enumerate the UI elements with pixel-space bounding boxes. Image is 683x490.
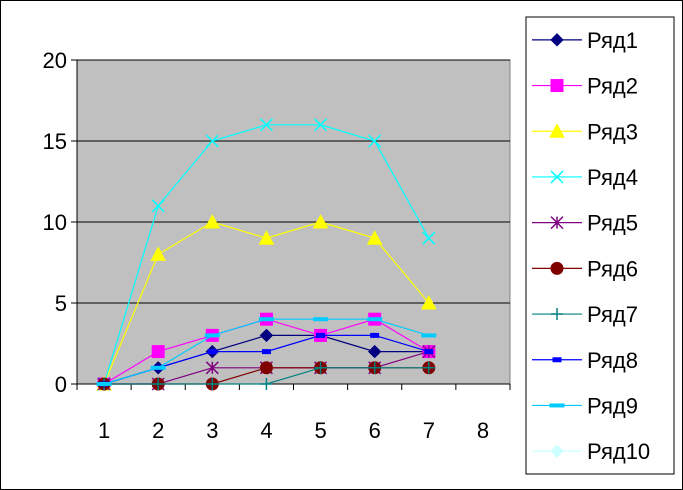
data-point — [258, 230, 275, 245]
legend-item: Ряд7 — [532, 302, 638, 327]
legend: Ряд1 Ряд2 Ряд3 Ряд4 Ряд5 Ряд6 Ряд7 Ряд8 Ряд9 Ряд1… — [525, 16, 675, 475]
legend-label: Ряд3 — [587, 119, 638, 144]
data-point — [259, 361, 273, 375]
data-point — [367, 344, 382, 359]
legend-label: Ряд4 — [587, 165, 638, 190]
legend-marker — [550, 33, 564, 47]
data-point — [368, 361, 381, 374]
x-tick-label: 4 — [260, 418, 272, 443]
legend-label: Ряд1 — [587, 28, 638, 53]
data-point — [312, 213, 329, 229]
legend-item: Ряд2 — [532, 74, 638, 99]
data-point — [204, 213, 221, 229]
x-tick-label: 8 — [477, 418, 489, 443]
data-point — [367, 317, 383, 322]
data-point — [421, 333, 437, 338]
y-tick-label: 15 — [43, 129, 67, 154]
series-7 — [98, 361, 435, 390]
data-point — [150, 246, 167, 261]
data-point — [259, 328, 274, 343]
series-4 — [97, 118, 436, 391]
legend-item: Ряд5 — [532, 211, 638, 236]
legend-item: Ряд1 — [532, 28, 638, 53]
data-point — [152, 378, 165, 390]
data-point — [422, 231, 436, 245]
x-tick-label: 2 — [152, 418, 164, 443]
x-tick-label: 6 — [369, 418, 381, 443]
data-point — [314, 361, 327, 374]
legend-label: Ряд5 — [587, 211, 638, 236]
legend-label: Ряд10 — [587, 439, 650, 464]
data-point — [96, 382, 112, 386]
series-layer — [96, 118, 437, 391]
data-point — [151, 345, 165, 359]
y-tick-label: 0 — [55, 372, 67, 397]
legend-label: Ряд8 — [587, 348, 638, 373]
data-point — [260, 378, 273, 390]
legend-item: Ряд10 — [532, 439, 650, 464]
data-point — [316, 332, 326, 338]
x-tick-label: 3 — [206, 418, 218, 443]
legend-label: Ряд7 — [587, 302, 638, 327]
data-point — [150, 365, 166, 370]
data-point — [370, 332, 380, 338]
legend-box — [525, 16, 675, 475]
y-tick-label: 20 — [43, 48, 67, 73]
data-point — [207, 349, 217, 355]
legend-item: Ряд6 — [532, 256, 638, 281]
legend-label: Ряд9 — [587, 393, 638, 418]
axes: 0 5 10 15 20 1 2 3 4 5 6 7 8 — [43, 48, 511, 443]
y-tick-label: 10 — [43, 210, 67, 235]
x-tick-label: 1 — [98, 418, 110, 443]
data-point — [206, 378, 219, 390]
data-point — [261, 349, 271, 355]
legend-label: Ряд6 — [587, 256, 638, 281]
data-point — [420, 294, 437, 310]
legend-marker — [552, 357, 562, 363]
legend-marker — [550, 444, 564, 458]
legend-item: Ряд3 — [532, 119, 638, 144]
legend-marker — [550, 79, 564, 93]
data-point — [424, 349, 434, 355]
data-point — [368, 134, 382, 148]
data-point — [205, 361, 219, 375]
legend-item: Ряд8 — [532, 348, 638, 373]
legend-marker — [549, 123, 565, 138]
legend-label: Ряд2 — [587, 74, 638, 99]
x-tick-label: 5 — [314, 418, 326, 443]
plot-area — [76, 59, 511, 385]
data-point — [422, 361, 435, 374]
data-point — [204, 333, 220, 338]
legend-marker — [551, 308, 563, 321]
legend-item: Ряд9 — [532, 393, 638, 418]
data-point — [366, 230, 383, 245]
legend-marker — [549, 403, 565, 408]
legend-marker — [550, 170, 564, 184]
series-9 — [96, 317, 437, 386]
data-point — [314, 118, 328, 132]
data-point — [205, 134, 219, 148]
legend-marker — [550, 216, 564, 230]
legend-item: Ряд4 — [532, 165, 638, 190]
data-point — [151, 199, 165, 213]
legend-marker — [550, 261, 564, 275]
data-point — [259, 118, 273, 132]
y-tick-label: 5 — [55, 291, 67, 316]
x-tick-label: 7 — [423, 418, 435, 443]
data-point — [258, 317, 274, 322]
data-point — [313, 317, 329, 322]
